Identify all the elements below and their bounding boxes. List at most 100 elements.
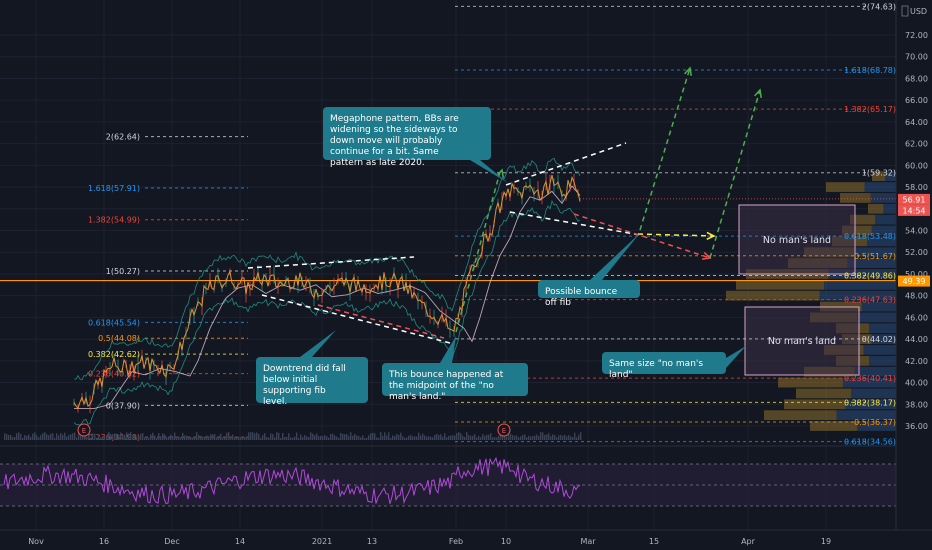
- profile-bar-up: [784, 399, 846, 410]
- price-tick-label: 50.00: [905, 270, 928, 279]
- fib-left-label: 0(37.90): [106, 401, 140, 410]
- profile-bar-down: [836, 410, 896, 421]
- callout-megaphone[interactable]: Megaphone pattern, BBs are widening so th…: [323, 107, 508, 183]
- fib-right-label: 0.382(49.86): [844, 271, 896, 280]
- price-tick-label: 60.00: [905, 161, 928, 170]
- currency-label[interactable]: USD: [910, 7, 927, 16]
- price-tick-label: 48.00: [905, 292, 928, 301]
- fib-left-label: 1.382(54.99): [88, 216, 140, 225]
- price-tick-label: 40.00: [905, 379, 928, 388]
- profile-bar-down: [854, 366, 896, 377]
- price-tick-label: 38.00: [905, 400, 928, 409]
- fib-right-label: 0.382(38.17): [844, 398, 896, 407]
- profile-bar-up: [826, 182, 865, 192]
- callout-text: This bounce happened at the midpoint of t…: [388, 370, 504, 402]
- callouts: Megaphone pattern, BBs are widening so th…: [256, 107, 746, 407]
- profile-bar-down: [845, 399, 896, 410]
- time-tick-label: 13: [367, 537, 377, 546]
- callout-bounce-fib[interactable]: Possible bounce off fib: [538, 233, 640, 308]
- profile-bar-up: [778, 377, 843, 388]
- profile-bar-up: [764, 410, 837, 421]
- price-badge: 56.91: [898, 193, 930, 205]
- time-tick-label: Apr: [741, 537, 756, 546]
- price-tick-label: 52.00: [905, 248, 928, 257]
- price-tick-label: 62.00: [905, 140, 928, 149]
- profile-bar-up: [736, 279, 824, 290]
- rsi-line: [3, 456, 581, 505]
- profile-bar-down: [819, 290, 896, 301]
- profile-bar-up: [796, 388, 851, 399]
- price-tick-label: 66.00: [905, 96, 928, 105]
- profile-bar-down: [867, 236, 896, 247]
- no-mans-land-zone: [744, 306, 860, 376]
- earnings-marker-label: E: [82, 427, 86, 435]
- callout-downtrend[interactable]: Downtrend did fall below initial supportin…: [256, 330, 368, 407]
- target-arrow-2: [709, 89, 761, 259]
- earnings-marker[interactable]: [77, 423, 91, 437]
- profile-bar-up: [868, 203, 884, 214]
- fib-right-label: 0.618(34.56): [844, 438, 896, 447]
- downtrend-line: [317, 304, 445, 339]
- profile-bar-up: [840, 193, 871, 203]
- price-tick-label: 58.00: [905, 183, 928, 192]
- time-tick-label: 14: [235, 537, 245, 546]
- profile-bar-up: [850, 214, 876, 225]
- price-badge-label: 14:54: [902, 206, 925, 215]
- profile-bar-down: [885, 171, 896, 182]
- earnings-marker-label: E: [502, 427, 506, 435]
- profile-bar-down: [870, 193, 896, 203]
- time-tick-label: Feb: [449, 537, 463, 546]
- fib-left-label: 0.236(40.82): [88, 370, 140, 379]
- rsi-pane: [0, 456, 896, 507]
- time-tick-label: 2021: [312, 537, 332, 546]
- profile-bar-up: [842, 225, 872, 236]
- projection-down: [573, 213, 711, 259]
- price-tick-label: 68.00: [905, 74, 928, 83]
- time-tick-label: 15: [649, 537, 659, 546]
- price-tick-label: 44.00: [905, 335, 928, 344]
- profile-bar-up: [872, 171, 886, 182]
- callout-text: Possible bounce off fib: [545, 287, 618, 308]
- price-tick-label: 42.00: [905, 357, 928, 366]
- time-tick-label: Dec: [164, 537, 179, 546]
- profile-bar-down: [869, 355, 896, 366]
- time-tick-label: 16: [99, 537, 109, 546]
- megaphone-lower-2020: [261, 294, 455, 345]
- price-line: [73, 174, 581, 410]
- profile-bar-down: [824, 279, 896, 290]
- profile-bar-down: [851, 388, 896, 399]
- no-mans-land-zone: [738, 204, 856, 275]
- profile-bar-down: [857, 421, 896, 431]
- profile-bar-down: [828, 269, 896, 279]
- earnings-marker[interactable]: [497, 423, 511, 437]
- fib-right-label: 1.382(65.17): [844, 105, 896, 114]
- megaphone-lower-2021: [509, 211, 641, 236]
- time-tick-label: Mar: [580, 537, 596, 546]
- fib-right-label: 0.5(51.67): [854, 252, 896, 261]
- fib-right-label: 0.236(47.63): [844, 296, 896, 305]
- time-tick-label: 10: [501, 537, 511, 546]
- price-tick-label: 72.00: [905, 31, 928, 40]
- profile-bar-down: [842, 377, 896, 388]
- megaphone-upper-2020: [247, 256, 415, 269]
- price-tick-label: 54.00: [905, 227, 928, 236]
- profile-bar-down: [871, 334, 896, 344]
- profile-bar-down: [861, 301, 896, 312]
- callout-bounce[interactable]: This bounce happened at the midpoint of t…: [382, 336, 528, 402]
- fib-right-label: 2(74.63): [862, 2, 896, 11]
- profile-bar-down: [871, 225, 896, 236]
- fib-right-label: 1.618(68.78): [844, 66, 896, 75]
- profile-bar-up: [726, 290, 820, 301]
- callout-same-size[interactable]: Same size "no man's land": [602, 346, 746, 380]
- price-tick-label: 70.00: [905, 53, 928, 62]
- fib-right-label: 0.5(36.37): [854, 418, 896, 427]
- callout-text: Megaphone pattern, BBs are widening so th…: [330, 114, 459, 168]
- time-tick-label: Nov: [28, 537, 44, 546]
- zone-label: No man's land: [763, 235, 831, 246]
- time-tick-label: 19: [821, 537, 831, 546]
- zone-label: No man's land: [768, 336, 836, 347]
